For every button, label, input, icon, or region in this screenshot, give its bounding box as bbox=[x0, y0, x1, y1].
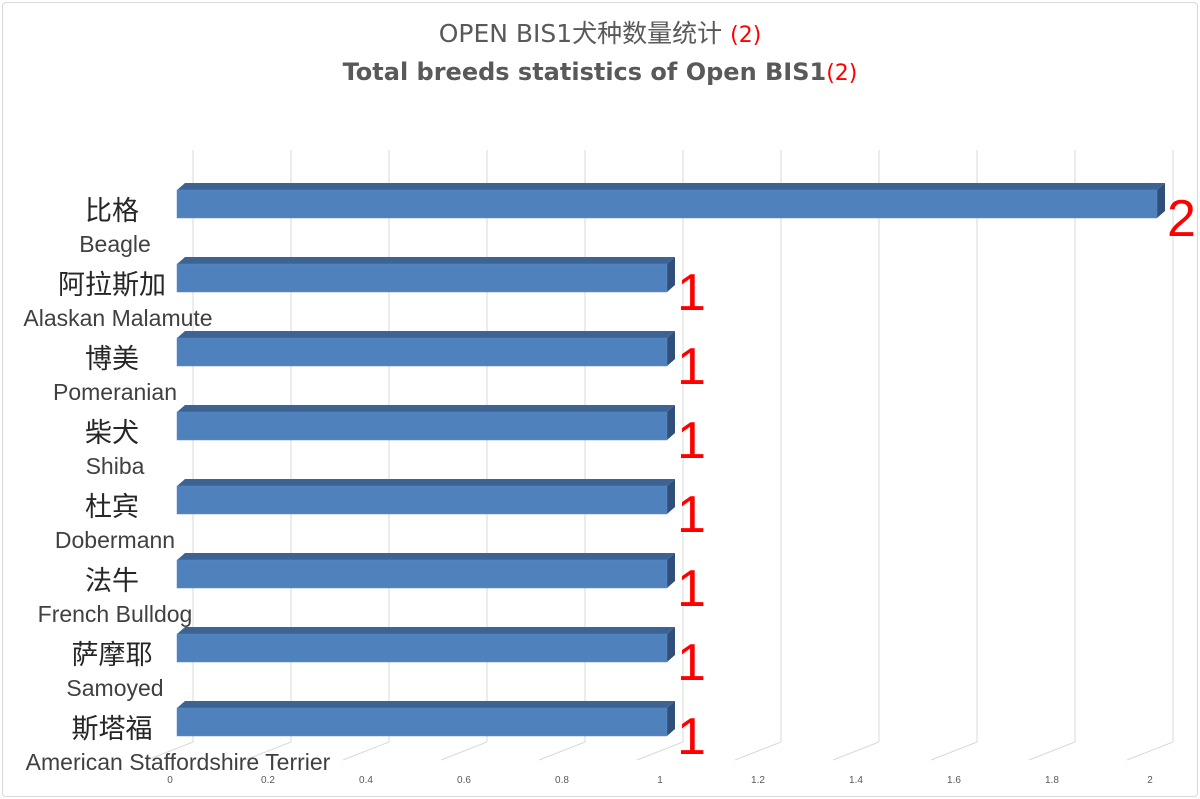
bar bbox=[176, 633, 668, 663]
floor-gridline bbox=[1028, 741, 1076, 761]
bar bbox=[176, 411, 668, 441]
category-label-en: Pomeranian bbox=[53, 379, 177, 405]
x-tick-label: 1.2 bbox=[751, 775, 765, 786]
data-label: 1 bbox=[677, 264, 706, 322]
x-tick-label: 0.4 bbox=[359, 775, 373, 786]
bar bbox=[176, 337, 668, 367]
bar-side bbox=[667, 405, 675, 440]
chart-subtitle: Total breeds statistics of Open BIS1(2) bbox=[342, 58, 858, 86]
bar-side bbox=[667, 627, 675, 662]
bar bbox=[176, 485, 668, 515]
data-label: 1 bbox=[677, 634, 706, 692]
category-label-en: Beagle bbox=[79, 231, 151, 257]
category-label-zh: 萨摩耶 bbox=[72, 640, 153, 671]
category-label-zh: 博美 bbox=[85, 344, 139, 375]
x-tick-label: 1.6 bbox=[947, 775, 961, 786]
floor-gridline bbox=[146, 741, 194, 761]
x-tick-label: 0.2 bbox=[261, 775, 275, 786]
category-label-en: Alaskan Malamute bbox=[23, 305, 212, 331]
data-label: 1 bbox=[677, 486, 706, 544]
bar-top bbox=[177, 479, 675, 486]
category-label-en: Dobermann bbox=[55, 527, 175, 553]
bar-top bbox=[177, 405, 675, 412]
x-tick-label: 0.6 bbox=[457, 775, 471, 786]
floor-gridline bbox=[538, 741, 586, 761]
category-label-zh: 柴犬 bbox=[85, 418, 139, 449]
bar-side bbox=[667, 331, 675, 366]
bar bbox=[176, 559, 668, 589]
bar bbox=[176, 263, 668, 293]
floor-gridline bbox=[832, 741, 880, 761]
floor-gridline bbox=[734, 741, 782, 761]
bar-top bbox=[177, 183, 1165, 190]
bar-side bbox=[667, 553, 675, 588]
bar-top bbox=[177, 331, 675, 338]
category-label-en: American Staffordshire Terrier bbox=[26, 749, 331, 775]
floor-gridline bbox=[342, 741, 390, 761]
floor-gridline bbox=[244, 741, 292, 761]
bar-top bbox=[177, 257, 675, 264]
data-label: 1 bbox=[677, 560, 706, 618]
floor-gridline bbox=[1126, 741, 1174, 761]
x-tick-label: 0.8 bbox=[555, 775, 569, 786]
x-tick-label: 1.8 bbox=[1045, 775, 1059, 786]
category-label-en: Shiba bbox=[86, 453, 145, 479]
x-tick-label: 1 bbox=[657, 775, 663, 786]
floor-gridline bbox=[440, 741, 488, 761]
chart-title: OPEN BIS1犬种数量统计 (2) bbox=[438, 19, 762, 48]
bar bbox=[176, 189, 1158, 219]
bar-top bbox=[177, 701, 675, 708]
bar-side bbox=[667, 701, 675, 736]
bar-top bbox=[177, 553, 675, 560]
data-label: 1 bbox=[677, 708, 706, 766]
bar bbox=[176, 707, 668, 737]
floor-gridline bbox=[930, 741, 978, 761]
category-label-zh: 法牛 bbox=[85, 566, 139, 597]
x-tick-label: 1.4 bbox=[849, 775, 863, 786]
category-label-en: Samoyed bbox=[66, 675, 163, 701]
bar-side bbox=[1157, 183, 1165, 218]
category-label-zh: 比格 bbox=[85, 196, 139, 227]
x-tick-label: 0 bbox=[167, 775, 173, 786]
data-label: 2 bbox=[1167, 190, 1196, 248]
category-label-zh: 斯塔福 bbox=[72, 714, 153, 745]
data-label: 1 bbox=[677, 338, 706, 396]
bar-side bbox=[667, 479, 675, 514]
data-label: 1 bbox=[677, 412, 706, 470]
x-tick-label: 2 bbox=[1147, 775, 1153, 786]
floor-gridline bbox=[636, 741, 684, 761]
category-label-zh: 杜宾 bbox=[85, 492, 139, 523]
bar-top bbox=[177, 627, 675, 634]
category-label-en: French Bulldog bbox=[38, 601, 193, 627]
bar-side bbox=[667, 257, 675, 292]
category-label-zh: 阿拉斯加 bbox=[58, 270, 166, 301]
